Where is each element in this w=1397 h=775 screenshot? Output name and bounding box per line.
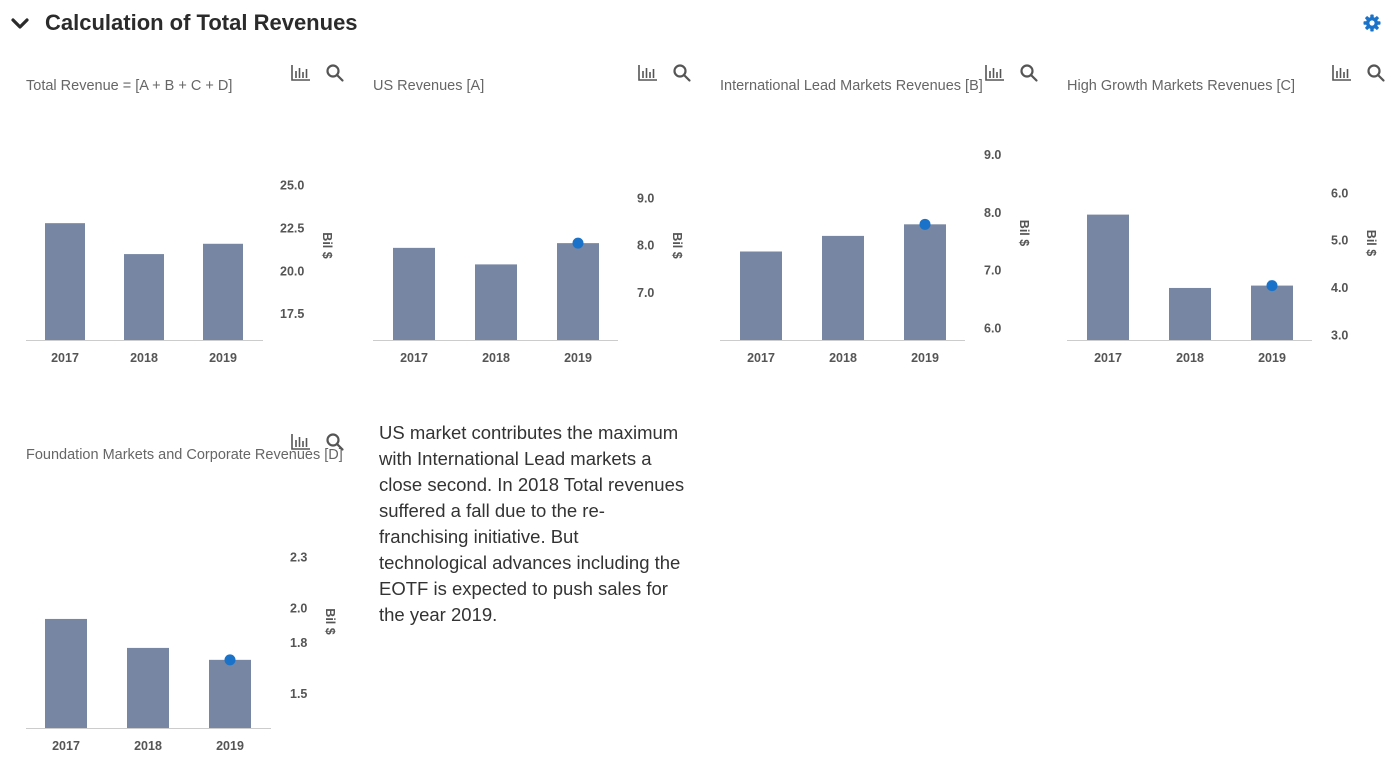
y-tick-label: 3.0 <box>1331 328 1348 342</box>
chart-title: US Revenues [A] <box>373 78 485 94</box>
bar-chart-icon[interactable] <box>290 63 312 83</box>
chart-panel-foundation: Foundation Markets and Corporate Revenue… <box>26 433 366 775</box>
x-tick-label: 2019 <box>216 739 244 753</box>
search-icon[interactable] <box>324 432 346 452</box>
y-axis-unit-label: Bil $ <box>1017 220 1031 246</box>
bar-2017 <box>45 618 87 728</box>
x-tick-label: 2019 <box>564 351 592 365</box>
bar-2017 <box>740 251 782 340</box>
y-tick-label: 9.0 <box>637 191 654 205</box>
x-tick-label: 2019 <box>911 351 939 365</box>
chart-panel-hgm: High Growth Markets Revenues [C] 2017 201… <box>1067 64 1397 406</box>
y-axis-unit-label: Bil $ <box>320 232 334 258</box>
x-tick-label: 2017 <box>52 739 80 753</box>
chart-title: Foundation Markets and Corporate Revenue… <box>26 447 343 463</box>
y-tick-label: 1.8 <box>290 636 307 650</box>
y-tick-label: 22.5 <box>280 221 304 235</box>
chevron-down-icon[interactable] <box>10 14 30 34</box>
x-tick-label: 2017 <box>747 351 775 365</box>
x-tick-label: 2019 <box>1258 351 1286 365</box>
x-tick-label: 2018 <box>1176 351 1204 365</box>
chart-title: International Lead Markets Revenues [B] <box>720 78 983 94</box>
commentary-text: US market contributes the maximum with I… <box>379 422 685 625</box>
highlight-marker <box>1266 280 1278 292</box>
chart-panel-intl: International Lead Markets Revenues [B] … <box>720 64 1060 406</box>
search-icon[interactable] <box>1365 63 1387 83</box>
y-tick-label: 6.0 <box>984 321 1001 335</box>
bar-2019 <box>203 243 243 340</box>
y-tick-label: 7.0 <box>984 264 1001 278</box>
chart-title: Total Revenue = [A + B + C + D] <box>26 78 233 94</box>
x-tick-label: 2017 <box>400 351 428 365</box>
x-tick-label: 2018 <box>829 351 857 365</box>
bar-2019 <box>557 243 599 340</box>
y-tick-label: 2.3 <box>290 551 307 565</box>
bar-2017 <box>1087 214 1129 340</box>
bar-2019 <box>1251 285 1293 340</box>
chart-plot: 2017 2018 2019 2.3 2.0 1.8 1.5 Bil $ <box>26 551 337 753</box>
bar-2018 <box>127 647 169 728</box>
y-tick-label: 1.5 <box>290 687 307 701</box>
bar-2019 <box>904 224 946 340</box>
x-tick-label: 2019 <box>209 351 237 365</box>
highlight-marker <box>224 654 236 666</box>
chart-title: High Growth Markets Revenues [C] <box>1067 78 1296 94</box>
chart-plot: 2017 2018 2019 9.0 8.0 7.0 6.0 Bil $ <box>720 148 1031 365</box>
bar-chart-icon[interactable] <box>290 432 312 452</box>
y-tick-label: 25.0 <box>280 178 304 192</box>
y-tick-label: 5.0 <box>1331 234 1348 248</box>
page-title: Calculation of Total Revenues <box>45 10 358 35</box>
bar-2018 <box>822 235 864 340</box>
x-tick-label: 2017 <box>51 351 79 365</box>
bar-2017 <box>393 247 435 340</box>
chart-plot: 2017 2018 2019 25.0 22.5 20.0 17.5 Bil $ <box>26 178 334 365</box>
bar-2018 <box>475 264 517 340</box>
bar-2018 <box>1169 287 1211 340</box>
bar-chart-icon[interactable] <box>984 63 1006 83</box>
x-tick-label: 2018 <box>482 351 510 365</box>
y-axis-unit-label: Bil $ <box>670 232 684 258</box>
x-tick-label: 2018 <box>130 351 158 365</box>
y-tick-label: 6.0 <box>1331 186 1348 200</box>
bar-2017 <box>45 223 85 340</box>
y-tick-label: 7.0 <box>637 286 654 300</box>
chart-panel-us: US Revenues [A] 2017 2018 2019 9.0 8.0 7.0 Bil… <box>373 64 713 406</box>
y-tick-label: 8.0 <box>637 239 654 253</box>
bar-chart-icon[interactable] <box>637 63 659 83</box>
bar-2019 <box>209 659 251 728</box>
highlight-marker <box>919 218 931 230</box>
chart-panel-total: Total Revenue = [A + B + C + D] 2017 2018… <box>26 64 366 406</box>
x-tick-label: 2017 <box>1094 351 1122 365</box>
y-tick-label: 20.0 <box>280 264 304 278</box>
search-icon[interactable] <box>671 63 693 83</box>
y-axis-unit-label: Bil $ <box>1364 230 1378 256</box>
x-tick-label: 2018 <box>134 739 162 753</box>
y-tick-label: 8.0 <box>984 206 1001 220</box>
y-tick-label: 4.0 <box>1331 281 1348 295</box>
chart-plot: 2017 2018 2019 9.0 8.0 7.0 Bil $ <box>373 191 684 365</box>
y-tick-label: 2.0 <box>290 602 307 616</box>
chart-plot: 2017 2018 2019 6.0 5.0 4.0 3.0 Bil $ <box>1067 186 1378 365</box>
search-icon[interactable] <box>324 63 346 83</box>
bar-chart-icon[interactable] <box>1331 63 1353 83</box>
search-icon[interactable] <box>1018 63 1040 83</box>
y-axis-unit-label: Bil $ <box>323 608 337 634</box>
bar-2018 <box>124 254 164 340</box>
y-tick-label: 17.5 <box>280 307 304 321</box>
section-header: Calculation of Total Revenues <box>0 0 1397 48</box>
y-tick-label: 9.0 <box>984 148 1001 162</box>
gear-icon[interactable] <box>1362 13 1382 33</box>
highlight-marker <box>572 237 584 249</box>
